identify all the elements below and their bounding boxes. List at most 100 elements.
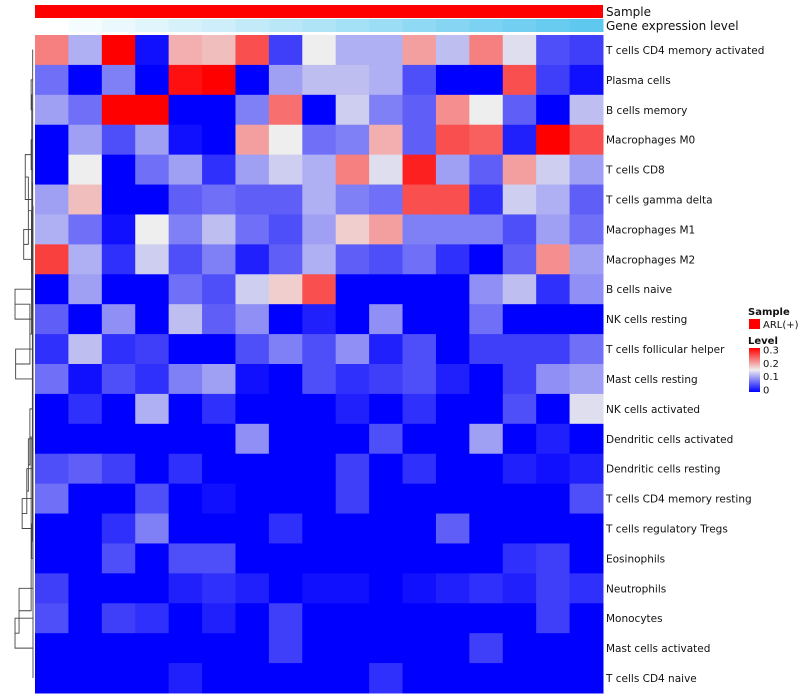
legend-level-tick: 0.3 (763, 346, 779, 357)
heatmap-cell (68, 603, 103, 634)
heatmap-cell (402, 154, 437, 186)
heatmap-cell (202, 35, 236, 66)
heatmap-cell (369, 124, 404, 156)
heatmap-cell (536, 334, 571, 365)
heatmap-cell (536, 274, 571, 305)
heatmap-cell (369, 304, 404, 335)
heatmap-cell (268, 483, 303, 515)
heatmap-cell (101, 154, 136, 186)
heatmap-cell (68, 35, 103, 66)
row-label: Macrophages M0 (606, 135, 695, 147)
heatmap-cell (569, 64, 604, 96)
gene-expression-annotation-cell (35, 19, 69, 32)
heatmap-cell (202, 543, 236, 574)
heatmap-cell (469, 304, 504, 335)
heatmap-cell (68, 124, 103, 156)
heatmap-cell (135, 154, 170, 186)
heatmap-cell (502, 124, 537, 156)
legend-level-tick: 0 (763, 386, 769, 397)
heatmap-cell (68, 184, 103, 215)
heatmap-cell (168, 35, 203, 66)
heatmap-cell (235, 184, 270, 215)
heatmap-cell (35, 393, 69, 425)
heatmap-cell (569, 513, 604, 544)
heatmap-cell (536, 573, 571, 604)
heatmap-cell (302, 543, 337, 574)
heatmap-cell (502, 274, 537, 305)
heatmap-cell (302, 154, 337, 186)
heatmap-cell (135, 364, 170, 395)
heatmap-cell (135, 453, 170, 485)
heatmap-cell (469, 513, 504, 544)
heatmap-cell (469, 633, 504, 664)
heatmap-cell (469, 184, 504, 215)
heatmap-cell (335, 423, 370, 455)
heatmap-cell (68, 334, 103, 365)
heatmap-cell (369, 633, 404, 664)
heatmap-cell (536, 214, 571, 245)
heatmap-cell (268, 423, 303, 455)
legend-level-tick: 0.1 (763, 372, 779, 383)
heatmap-cell (202, 64, 236, 96)
heatmap-cell (435, 64, 470, 96)
heatmap-cell (268, 184, 303, 215)
heatmap-cell (35, 573, 69, 604)
heatmap-cell (135, 513, 170, 544)
heatmap-cell (569, 453, 604, 485)
heatmap-cell (435, 214, 470, 245)
heatmap-cell (469, 453, 504, 485)
heatmap-cell (135, 663, 170, 694)
heatmap-cell (135, 334, 170, 365)
heatmap-cell (302, 573, 337, 604)
heatmap-cell (135, 423, 170, 455)
heatmap-cell (302, 35, 337, 66)
heatmap-cell (502, 214, 537, 245)
row-label: NK cells activated (606, 404, 700, 416)
heatmap-cell (536, 483, 571, 515)
heatmap-cell (268, 663, 303, 694)
heatmap-cell (335, 184, 370, 215)
heatmap-cell (268, 543, 303, 574)
heatmap-cell (502, 304, 537, 335)
heatmap-cell (168, 543, 203, 574)
heatmap-cell (168, 184, 203, 215)
heatmap-cell (402, 304, 437, 335)
heatmap-cell (235, 513, 270, 544)
heatmap-cell (268, 393, 303, 425)
heatmap-cell (369, 94, 404, 126)
heatmap-cell (168, 94, 203, 126)
heatmap-cell (335, 64, 370, 96)
heatmap-cell (469, 543, 504, 574)
heatmap-cell (135, 64, 170, 96)
heatmap-cell (435, 483, 470, 515)
heatmap-cell (536, 124, 571, 156)
gene-expression-annotation-cell (335, 19, 370, 32)
heatmap-cell (202, 453, 236, 485)
heatmap-cell (68, 94, 103, 126)
heatmap-cell (536, 94, 571, 126)
heatmap-cell (68, 573, 103, 604)
heatmap-cell (469, 393, 504, 425)
heatmap-cell (168, 244, 203, 275)
heatmap-cell (202, 483, 236, 515)
heatmap-cell (135, 633, 170, 664)
sample-annotation-bar (35, 5, 603, 18)
heatmap-cell (369, 603, 404, 634)
heatmap-cell (168, 603, 203, 634)
heatmap-cell (536, 633, 571, 664)
row-label: Mast cells activated (606, 643, 710, 655)
heatmap-cell (302, 94, 337, 126)
heatmap-cell (168, 154, 203, 186)
gene-expression-annotation-cell (369, 19, 404, 32)
heatmap-cell (168, 124, 203, 156)
heatmap-cell (402, 573, 437, 604)
dendrogram-branch (23, 176, 29, 245)
heatmap-cell (302, 364, 337, 395)
heatmap-cell (369, 423, 404, 455)
heatmap-cell (168, 633, 203, 664)
heatmap-cell (68, 214, 103, 245)
heatmap-cell (35, 334, 69, 365)
heatmap-cell (135, 304, 170, 335)
row-label: T cells CD4 memory resting (605, 494, 752, 506)
heatmap-cell (369, 364, 404, 395)
